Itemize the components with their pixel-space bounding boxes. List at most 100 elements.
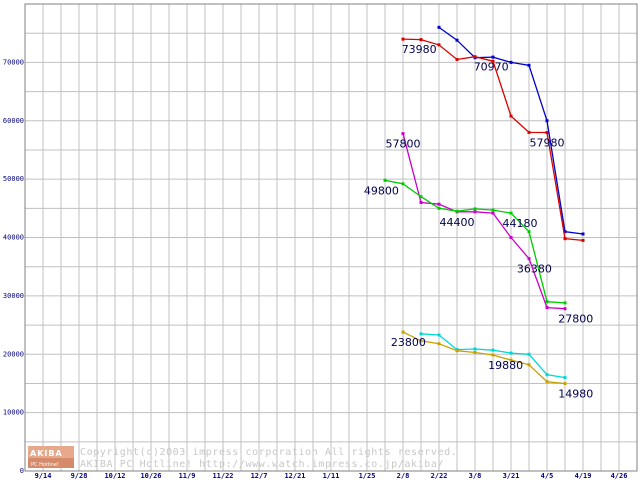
x-tick-label: 3/21 bbox=[503, 472, 520, 480]
data-point-cyan bbox=[509, 351, 513, 355]
data-point-blue bbox=[437, 25, 441, 29]
x-tick-label: 3/8 bbox=[469, 472, 482, 480]
data-point-cyan bbox=[419, 332, 423, 336]
data-point-red bbox=[419, 38, 423, 42]
data-point-olive bbox=[545, 380, 549, 384]
y-tick-labels: 0 10000 20000 30000 40000 50000 60000 70000 bbox=[3, 58, 24, 475]
x-tick-labels: 9/14 9/28 10/12 10/26 11/9 11/22 12/7 12/21 1/11… bbox=[35, 472, 628, 480]
x-tick-label: 4/19 bbox=[575, 472, 592, 480]
x-tick-label: 2/8 bbox=[397, 472, 410, 480]
data-label: 27800 bbox=[558, 313, 593, 326]
data-point-cyan bbox=[545, 373, 549, 377]
data-point-green bbox=[473, 207, 477, 211]
y-tick-label: 70000 bbox=[3, 58, 24, 66]
logo-subtext: PC Hotline! bbox=[31, 462, 59, 468]
data-label: 57800 bbox=[386, 138, 421, 151]
data-point-red bbox=[545, 131, 549, 135]
data-point-blue bbox=[491, 55, 495, 59]
x-tick-label: 9/14 bbox=[35, 472, 52, 480]
data-point-blue bbox=[455, 38, 459, 42]
data-label: 36380 bbox=[517, 263, 552, 276]
x-tick-label: 12/21 bbox=[284, 472, 305, 480]
data-point-red bbox=[491, 59, 495, 63]
grid bbox=[25, 4, 638, 471]
data-point-magenta bbox=[527, 257, 531, 261]
data-point-cyan bbox=[563, 376, 567, 380]
y-tick-label: 60000 bbox=[3, 117, 24, 125]
x-tick-label: 11/22 bbox=[212, 472, 233, 480]
data-point-magenta bbox=[509, 236, 513, 239]
data-point-blue bbox=[509, 60, 513, 64]
data-point-magenta bbox=[491, 211, 495, 215]
data-point-olive bbox=[419, 339, 423, 343]
x-tick-label: 10/26 bbox=[140, 472, 161, 480]
data-label: 49800 bbox=[364, 184, 399, 197]
data-point-green bbox=[491, 208, 495, 212]
data-label: 14980 bbox=[558, 388, 593, 401]
series-line-magenta bbox=[402, 133, 566, 310]
data-point-magenta bbox=[401, 132, 405, 136]
data-point-red bbox=[509, 114, 513, 118]
data-point-magenta bbox=[473, 210, 477, 214]
x-tick-label: 11/9 bbox=[179, 472, 196, 480]
y-tick-label: 50000 bbox=[3, 175, 24, 183]
data-point-red bbox=[473, 55, 477, 59]
data-point-olive bbox=[491, 353, 495, 357]
data-point-olive bbox=[509, 358, 513, 362]
data-label: 44400 bbox=[440, 216, 475, 229]
x-tick-label: 1/25 bbox=[359, 472, 376, 480]
data-point-olive bbox=[473, 350, 477, 354]
x-tick-label: 10/12 bbox=[104, 472, 125, 480]
data-point-cyan bbox=[473, 347, 477, 351]
watermark: AKIBA PC Hotline! Copyright(c)2003 impre… bbox=[28, 446, 457, 470]
data-label: 73980 bbox=[402, 43, 437, 56]
y-tick-label: 30000 bbox=[3, 292, 24, 300]
data-point-cyan bbox=[491, 348, 495, 352]
data-point-cyan bbox=[437, 333, 441, 337]
data-label: 44180 bbox=[503, 217, 538, 230]
data-labels: 73980 70970 57980 57800 49800 44400 44180 36380… bbox=[364, 43, 593, 400]
series bbox=[383, 25, 585, 386]
data-point-green bbox=[437, 206, 441, 210]
data-point-cyan bbox=[527, 352, 531, 356]
x-tick-label: 9/28 bbox=[71, 472, 88, 480]
data-point-olive bbox=[455, 349, 459, 353]
data-point-olive bbox=[401, 330, 405, 334]
data-point-green bbox=[509, 211, 513, 215]
x-tick-label: 4/5 bbox=[541, 472, 554, 480]
data-label: 57980 bbox=[530, 137, 565, 150]
data-point-green bbox=[527, 230, 531, 234]
axes bbox=[24, 3, 638, 472]
data-point-green bbox=[419, 195, 423, 199]
data-point-magenta bbox=[545, 306, 549, 310]
y-tick-label: 20000 bbox=[3, 350, 24, 358]
data-label: 70970 bbox=[474, 61, 509, 74]
x-tick-label: 12/7 bbox=[251, 472, 268, 480]
data-point-blue bbox=[527, 63, 531, 67]
data-point-red bbox=[437, 43, 441, 47]
data-point-red bbox=[527, 130, 531, 134]
data-point-olive bbox=[527, 363, 531, 367]
series-line-olive bbox=[402, 331, 566, 385]
data-point-red bbox=[455, 57, 459, 61]
data-point-magenta bbox=[437, 202, 441, 206]
plot-border bbox=[24, 3, 638, 472]
data-point-magenta bbox=[419, 200, 423, 204]
data-point-green bbox=[383, 178, 387, 182]
x-tick-label: 4/26 bbox=[611, 472, 628, 480]
data-point-green bbox=[455, 209, 459, 213]
logo-badge-strip bbox=[28, 458, 74, 468]
data-point-red bbox=[581, 238, 585, 242]
y-tick-label: 40000 bbox=[3, 234, 24, 242]
data-label: 23800 bbox=[391, 336, 426, 349]
site-url-line: AKIBA PC Hotline! http://www.watch.impre… bbox=[80, 459, 444, 470]
logo-text: AKIBA bbox=[30, 449, 63, 458]
data-point-green bbox=[545, 300, 549, 304]
data-point-blue bbox=[545, 119, 549, 123]
x-tick-label: 2/22 bbox=[431, 472, 448, 480]
y-tick-label: 10000 bbox=[3, 409, 24, 417]
data-point-green bbox=[401, 182, 405, 186]
data-point-blue bbox=[563, 230, 567, 234]
copyright-line: Copyright(c)2003 impress corporation All… bbox=[80, 447, 457, 458]
